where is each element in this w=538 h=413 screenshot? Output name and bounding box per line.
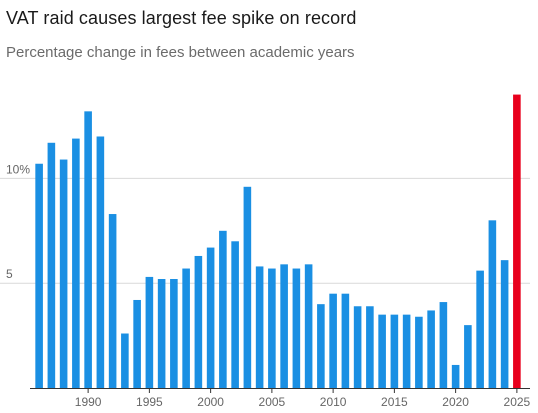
bar-2015 xyxy=(390,314,399,388)
bars xyxy=(35,94,521,388)
bar-1999 xyxy=(194,255,203,388)
bar-2019 xyxy=(439,302,448,388)
bar-2017 xyxy=(415,316,423,388)
bar-1997 xyxy=(170,279,178,388)
bar-2007 xyxy=(292,268,301,388)
bar-1992 xyxy=(108,214,117,388)
y-tick-labels: 5 10% xyxy=(6,162,30,281)
bar-1988 xyxy=(59,159,68,388)
x-tick-label: 2025 xyxy=(504,395,531,409)
bar-1993 xyxy=(121,333,129,388)
bar-2014 xyxy=(378,314,386,388)
bar-2012 xyxy=(353,306,362,388)
bar-1995 xyxy=(145,276,154,388)
bar-1989 xyxy=(72,138,80,388)
bar-2022 xyxy=(476,270,484,388)
chart-subtitle: Percentage change in fees between academ… xyxy=(6,44,355,61)
x-tick-label: 2005 xyxy=(259,395,286,409)
bar-1987 xyxy=(47,142,56,388)
bar-2023 xyxy=(488,220,497,388)
bar-2000 xyxy=(206,247,215,388)
bar-2009 xyxy=(317,304,325,388)
bar-2013 xyxy=(366,306,374,388)
x-tick-label: 1995 xyxy=(136,395,163,409)
bar-2003 xyxy=(243,186,252,388)
bar-1994 xyxy=(133,299,141,388)
bar-2024 xyxy=(500,260,509,388)
bar-2021 xyxy=(464,325,472,388)
bar-2008 xyxy=(304,264,313,388)
y-tick-label: 10% xyxy=(6,162,30,176)
x-tick-label: 2000 xyxy=(197,395,224,409)
bar-1996 xyxy=(157,279,166,388)
bar-2016 xyxy=(402,314,411,388)
bar-2005 xyxy=(268,268,276,388)
bar-2010 xyxy=(329,293,337,388)
y-tick-label: 5 xyxy=(6,267,13,281)
bar-1991 xyxy=(96,136,105,388)
bar-2002 xyxy=(231,241,239,388)
bar-2001 xyxy=(219,230,227,388)
chart-title: VAT raid causes largest fee spike on rec… xyxy=(6,8,357,28)
bar-2006 xyxy=(280,264,288,388)
x-tick-label: 1990 xyxy=(75,395,102,409)
bar-1990 xyxy=(84,111,92,388)
x-tick-label: 2015 xyxy=(381,395,408,409)
bar-2020 xyxy=(451,364,460,388)
bar-2004 xyxy=(255,266,264,388)
x-tick-labels: 1990 1995 2000 2005 2010 2015 2020 2025 xyxy=(75,388,531,409)
bar-1998 xyxy=(182,268,190,388)
bar-2018 xyxy=(427,310,435,388)
bar-1986 xyxy=(35,163,43,388)
bar-2025 xyxy=(513,94,521,388)
bar-2011 xyxy=(341,293,350,388)
x-tick-label: 2010 xyxy=(320,395,347,409)
x-tick-label: 2020 xyxy=(442,395,469,409)
